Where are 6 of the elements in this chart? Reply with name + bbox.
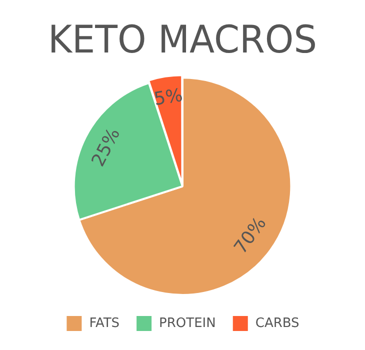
legend-label: CARBS — [255, 316, 300, 331]
data-label: 25% — [88, 124, 125, 170]
chart-title: KETO MACROS — [48, 17, 317, 62]
legend-label: FATS — [89, 316, 120, 331]
data-label: 5% — [152, 84, 184, 110]
legend-label: PROTEIN — [159, 316, 216, 331]
